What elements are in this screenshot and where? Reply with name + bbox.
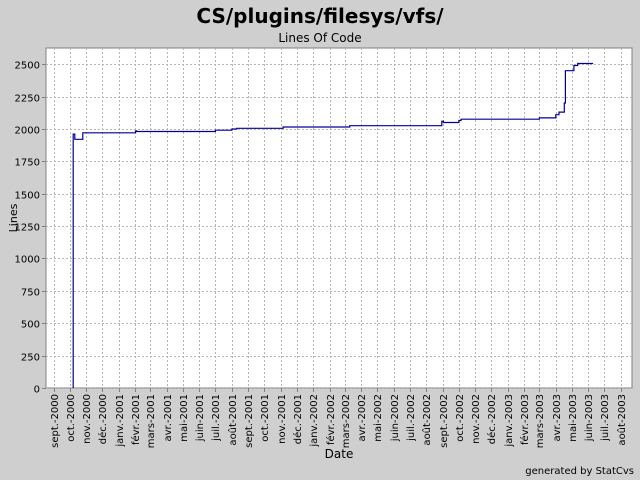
y-tick-label: 250 <box>21 353 40 364</box>
y-tick-label: 500 <box>21 320 40 331</box>
x-tick-label: févr.-2001 <box>130 394 142 445</box>
x-tick-label: avr.-2001 <box>163 394 174 441</box>
y-tick-label: 2000 <box>15 126 40 137</box>
series-line <box>72 62 594 388</box>
x-tick-label: déc.-2001 <box>292 394 304 444</box>
y-tick-label: 0 <box>34 385 40 396</box>
x-tick-label: mars-2003 <box>535 394 546 448</box>
x-tick-label: janv.-2001 <box>115 394 126 448</box>
x-tick-label: oct.-2001 <box>260 394 271 442</box>
x-tick-label: juil.-2002 <box>406 394 417 442</box>
x-tick-label: sept.-2001 <box>244 394 255 448</box>
x-tick-label: juin-2002 <box>390 394 401 442</box>
x-tick-label: sept.-2002 <box>439 394 450 448</box>
x-tick-label: mai-2002 <box>373 394 384 442</box>
x-tick-label: févr.-2002 <box>325 394 337 445</box>
y-tick-label: 2500 <box>15 61 40 72</box>
chart-title: CS/plugins/filesys/vfs/ <box>196 4 444 28</box>
y-tick-label: 1000 <box>15 255 40 266</box>
x-tick-label: août-2002 <box>421 394 433 446</box>
x-tick-label: oct.-2000 <box>66 394 77 442</box>
generated-by-credit: generated by StatCvs <box>525 466 634 477</box>
y-axis-label: Lines <box>7 203 20 232</box>
x-tick-label: avr.-2002 <box>357 394 368 441</box>
x-tick-label: juin-2003 <box>584 394 595 442</box>
x-tick-label: juil.-2003 <box>600 394 611 442</box>
chart-subtitle: Lines Of Code <box>278 31 362 45</box>
x-tick-label: mars-2002 <box>341 394 352 448</box>
x-tick-label: juil.-2001 <box>211 394 222 442</box>
x-tick-label: sept.-2000 <box>50 394 61 448</box>
y-tick-label: 2250 <box>15 94 40 105</box>
x-tick-label: mai-2003 <box>568 394 579 442</box>
x-tick-label: oct.-2002 <box>455 394 466 442</box>
y-tick-label: 1750 <box>15 158 40 169</box>
x-tick-label: nov.-2001 <box>277 394 288 444</box>
x-tick-label: août-2001 <box>227 394 239 446</box>
x-tick-label: déc.-2002 <box>486 394 498 444</box>
x-tick-label: août-2003 <box>616 394 628 446</box>
x-tick-label: nov.-2002 <box>471 394 482 444</box>
x-tick-label: avr.-2003 <box>552 394 563 441</box>
plot-area <box>45 47 633 389</box>
x-tick-label: janv.-2002 <box>309 394 320 448</box>
x-tick-label: juin-2001 <box>195 394 206 442</box>
x-tick-label: mai-2001 <box>179 394 190 442</box>
y-tick-label: 1250 <box>15 223 40 234</box>
x-tick-label: déc.-2000 <box>97 394 109 444</box>
y-tick-label: 1500 <box>15 191 40 202</box>
x-tick-label: févr.-2003 <box>519 394 531 445</box>
y-tick-label: 750 <box>21 288 40 299</box>
x-axis-label: Date <box>325 447 354 461</box>
x-tick-label: mars-2001 <box>146 394 157 448</box>
x-tick-label: nov.-2000 <box>82 394 93 444</box>
x-tick-label: janv.-2003 <box>504 394 515 448</box>
